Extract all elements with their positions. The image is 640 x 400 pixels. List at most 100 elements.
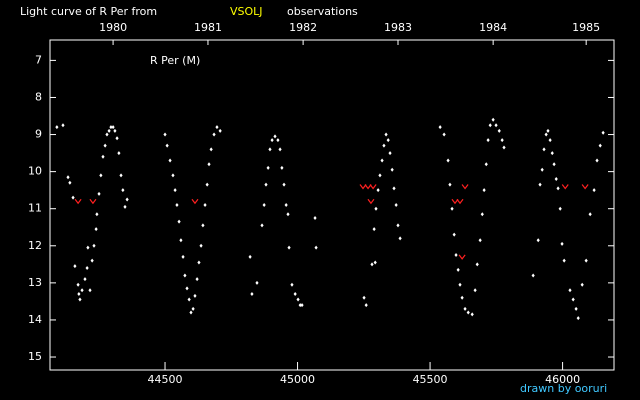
data-point: [488, 123, 492, 128]
x2-tick-label: 1984: [479, 21, 507, 34]
data-point: [55, 125, 59, 130]
data-point: [552, 162, 556, 167]
data-point: [450, 206, 454, 211]
data-point: [165, 143, 169, 148]
data-point: [117, 151, 121, 156]
data-point: [473, 288, 477, 293]
data-point: [374, 206, 378, 211]
data-point: [95, 212, 99, 217]
data-point: [396, 223, 400, 228]
fainter-than-mark: [74, 198, 82, 205]
data-point: [276, 138, 280, 143]
data-point: [372, 227, 376, 232]
data-point: [454, 253, 458, 258]
data-point: [195, 277, 199, 282]
data-point: [550, 151, 554, 156]
data-point: [542, 147, 546, 152]
data-point: [470, 312, 474, 317]
data-point: [83, 277, 87, 282]
data-point: [558, 206, 562, 211]
data-point: [177, 219, 181, 224]
legend-label: R Per (M): [150, 54, 200, 67]
data-point: [494, 123, 498, 128]
fainter-than-mark: [561, 184, 569, 190]
data-point: [390, 167, 394, 172]
fainter-than-mark: [89, 198, 97, 205]
data-point: [556, 186, 560, 191]
data-point: [260, 223, 264, 228]
data-point: [480, 212, 484, 217]
fainter-than-mark: [367, 198, 375, 205]
data-point: [546, 128, 550, 133]
fainter-than-mark: [359, 184, 367, 190]
data-point: [77, 291, 81, 296]
data-point: [388, 151, 392, 156]
data-point: [284, 203, 288, 207]
data-point: [280, 165, 284, 170]
data-point: [456, 267, 460, 272]
data-point: [442, 132, 446, 137]
data-point: [115, 136, 119, 141]
data-point: [484, 162, 488, 167]
data-point: [218, 128, 222, 133]
y-tick-label: 12: [28, 239, 42, 252]
data-point: [300, 303, 304, 308]
data-point: [90, 258, 94, 263]
data-point: [262, 203, 266, 207]
data-point: [382, 143, 386, 148]
data-point: [250, 291, 254, 296]
x-tick-label: 44500: [148, 373, 183, 386]
data-point: [290, 282, 294, 287]
chart-title: Light curve of R Per from: [20, 5, 157, 18]
data-point: [191, 306, 195, 311]
fainter-than-mark: [369, 184, 377, 190]
data-point: [109, 125, 113, 130]
data-point: [554, 177, 558, 182]
data-point: [446, 158, 450, 163]
data-point: [107, 128, 111, 133]
data-point: [78, 297, 82, 302]
data-point: [212, 132, 216, 137]
y-tick-label: 11: [28, 202, 42, 215]
data-point: [486, 138, 490, 143]
data-point: [266, 165, 270, 170]
data-point: [197, 260, 201, 265]
data-point: [478, 238, 482, 243]
data-point: [287, 245, 291, 250]
data-point: [171, 173, 175, 178]
fainter-than-mark: [191, 198, 199, 205]
data-point: [438, 125, 442, 130]
data-point: [103, 143, 107, 148]
data-point: [286, 212, 290, 217]
data-point: [576, 316, 580, 321]
data-point: [460, 295, 464, 300]
data-point: [88, 288, 92, 293]
data-point: [264, 182, 268, 187]
data-point: [282, 182, 286, 187]
data-point: [502, 145, 506, 150]
data-point: [580, 282, 584, 287]
data-point: [560, 241, 564, 246]
data-point: [313, 215, 317, 220]
data-point: [215, 125, 219, 130]
data-point: [248, 254, 252, 259]
data-point: [207, 162, 211, 167]
data-point: [362, 295, 366, 300]
data-point: [384, 132, 388, 137]
y-tick-label: 10: [28, 165, 42, 178]
x2-tick-label: 1983: [384, 21, 412, 34]
data-point: [394, 203, 398, 207]
data-point: [278, 147, 282, 152]
y-tick-label: 14: [28, 313, 42, 326]
data-point: [255, 280, 259, 285]
data-point: [376, 188, 380, 193]
y-tick-label: 7: [35, 53, 42, 66]
fainter-than-mark: [458, 254, 466, 260]
data-point: [185, 286, 189, 291]
data-point: [491, 117, 495, 122]
data-point: [584, 258, 588, 263]
fainter-than-mark: [581, 184, 589, 190]
data-point: [392, 186, 396, 191]
data-point: [373, 260, 377, 265]
